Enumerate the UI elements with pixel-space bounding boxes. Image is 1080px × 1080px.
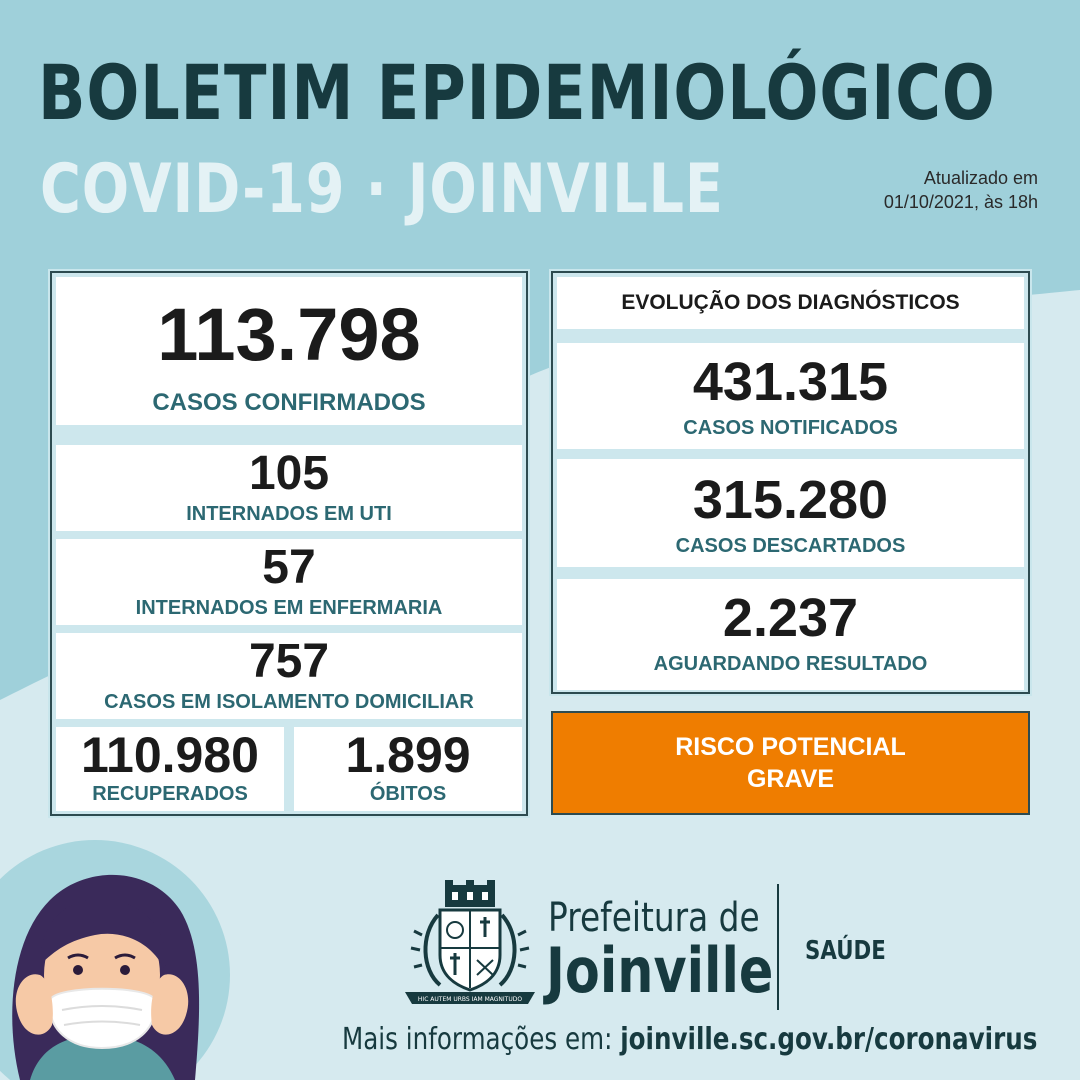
risk-level-badge: RISCO POTENCIAL GRAVE <box>551 711 1030 815</box>
notified-card: 431.315 CASOS NOTIFICADOS <box>557 343 1024 449</box>
ward-label: INTERNADOS EM ENFERMARIA <box>135 597 443 619</box>
risk-line-2: GRAVE <box>746 765 835 793</box>
icu-card: 105 INTERNADOS EM UTI <box>56 445 522 531</box>
pending-card: 2.237 AGUARDANDO RESULTADO <box>557 579 1024 690</box>
footer-divider <box>777 884 779 1010</box>
cases-panel: 113.798 CASOS CONFIRMADOS 105 INTERNADOS… <box>48 269 530 818</box>
page-subtitle: COVID-19 · JOINVILLE <box>40 150 724 229</box>
recovered-card: 110.980 RECUPERADOS <box>56 727 284 811</box>
department-label: SAÚDE <box>805 936 886 966</box>
more-info-link[interactable]: joinville.sc.gov.br/coronavirus <box>620 1022 1038 1057</box>
notified-value: 431.315 <box>692 352 889 412</box>
joinville-coat-of-arms-icon: HIC AUTEM URBS IAM MAGNITUDO <box>405 880 535 1004</box>
masked-woman-illustration <box>12 874 200 1080</box>
page-title: BOLETIM EPIDEMIOLÓGICO <box>38 48 996 137</box>
diagnostics-heading: EVOLUÇÃO DOS DIAGNÓSTICOS <box>621 291 960 314</box>
confirmed-cases-value: 113.798 <box>157 293 421 376</box>
updated-date: 01/10/2021, às 18h <box>883 192 1038 212</box>
logo-line-2: Joinville <box>546 934 774 1007</box>
icu-label: INTERNADOS EM UTI <box>186 503 392 525</box>
updated-label: Atualizado em <box>923 168 1038 188</box>
risk-line-1: RISCO POTENCIAL <box>675 733 906 761</box>
pending-value: 2.237 <box>722 588 859 648</box>
deaths-value: 1.899 <box>345 727 471 783</box>
ward-value: 57 <box>262 541 316 594</box>
deaths-label: ÓBITOS <box>369 783 447 805</box>
isolation-card: 757 CASOS EM ISOLAMENTO DOMICILIAR <box>56 633 522 719</box>
deaths-card: 1.899 ÓBITOS <box>294 727 522 811</box>
discarded-card: 315.280 CASOS DESCARTADOS <box>557 459 1024 567</box>
more-info-line: Mais informações em: joinville.sc.gov.br… <box>342 1022 1037 1057</box>
pending-label: AGUARDANDO RESULTADO <box>653 653 928 675</box>
isolation-label: CASOS EM ISOLAMENTO DOMICILIAR <box>104 691 474 713</box>
ward-card: 57 INTERNADOS EM ENFERMARIA <box>56 539 522 625</box>
notified-label: CASOS NOTIFICADOS <box>683 417 898 439</box>
logo-line-1: Prefeitura de <box>548 895 760 941</box>
more-info-prefix: Mais informações em: <box>342 1022 613 1057</box>
recovered-label: RECUPERADOS <box>92 783 248 805</box>
icu-value: 105 <box>248 447 330 500</box>
update-timestamp: Atualizado em 01/10/2021, às 18h <box>884 166 1038 214</box>
confirmed-cases-label: CASOS CONFIRMADOS <box>152 389 426 416</box>
diagnostics-panel: EVOLUÇÃO DOS DIAGNÓSTICOS 431.315 CASOS … <box>549 269 1032 696</box>
seal-motto: HIC AUTEM URBS IAM MAGNITUDO <box>418 996 522 1003</box>
recovered-value: 110.980 <box>81 727 259 783</box>
confirmed-cases-card: 113.798 CASOS CONFIRMADOS <box>56 277 522 425</box>
discarded-label: CASOS DESCARTADOS <box>675 535 906 557</box>
discarded-value: 315.280 <box>692 470 889 530</box>
isolation-value: 757 <box>248 635 330 688</box>
diagnostics-heading-card: EVOLUÇÃO DOS DIAGNÓSTICOS <box>557 277 1024 329</box>
